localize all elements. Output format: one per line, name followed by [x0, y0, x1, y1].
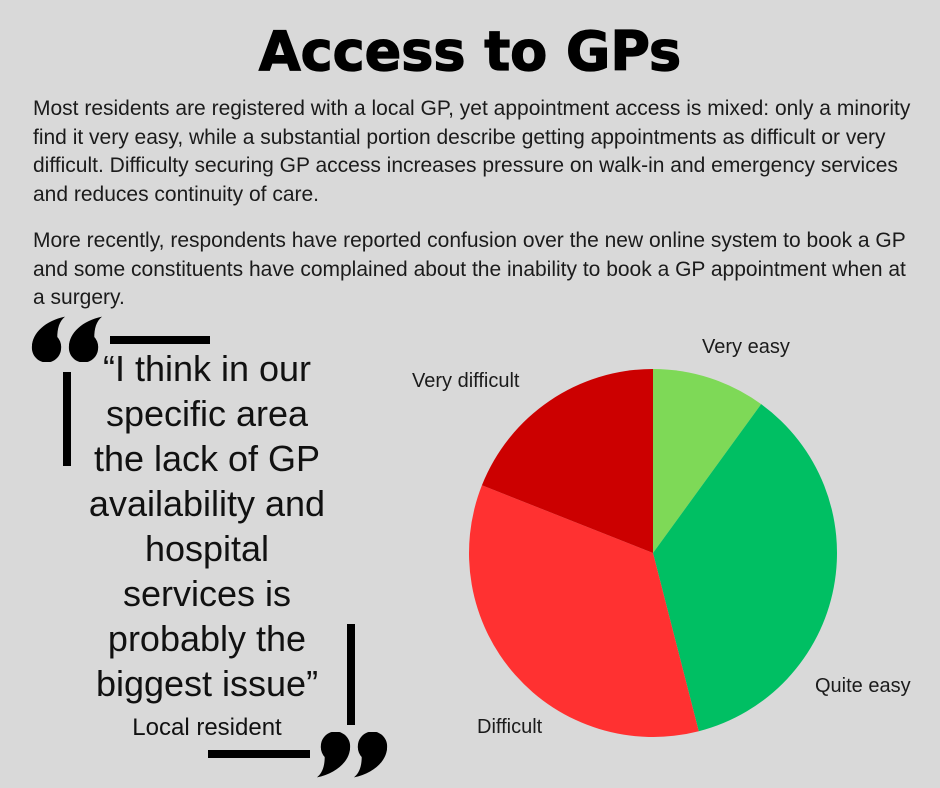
- open-quote-icon: [31, 316, 103, 362]
- pie-slice-difficult: [469, 485, 699, 737]
- pie-label-difficult: Difficult: [477, 716, 543, 738]
- quote-attribution: Local resident: [132, 714, 282, 741]
- quote-right-bar: [347, 624, 355, 725]
- pull-quote-text: “I think in our specific area the lack o…: [88, 348, 326, 704]
- pie-chart: [469, 369, 837, 737]
- page-title: Access to GPs: [258, 19, 682, 83]
- pie-slice-very-easy: [653, 369, 762, 553]
- quote-top-bar: [110, 336, 210, 344]
- pie-label-very-difficult: Very difficult: [412, 370, 520, 392]
- quote-bottom-bar: [208, 750, 310, 758]
- quote-left-bar: [63, 372, 71, 466]
- intro-paragraph-2: More recently, respondents have reported…: [33, 229, 906, 309]
- pie-label-quite-easy: Quite easy: [815, 675, 911, 697]
- pie-label-very-easy: Very easy: [702, 336, 790, 358]
- pie-slice-very-difficult: [481, 369, 653, 553]
- intro-paragraph-1: Most residents are registered with a loc…: [33, 97, 911, 206]
- close-quote-icon: [316, 732, 388, 778]
- pie-slice-quite-easy: [653, 404, 837, 732]
